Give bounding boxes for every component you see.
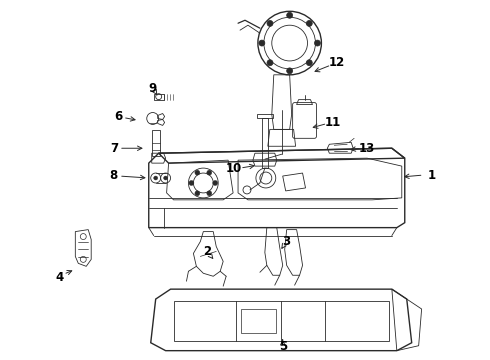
- Circle shape: [315, 40, 320, 46]
- Circle shape: [287, 68, 293, 74]
- Circle shape: [306, 21, 312, 26]
- Circle shape: [154, 176, 158, 180]
- Circle shape: [207, 170, 212, 175]
- Text: 4: 4: [55, 271, 64, 284]
- Text: 10: 10: [226, 162, 242, 175]
- Text: 9: 9: [148, 82, 157, 95]
- Text: 3: 3: [283, 235, 291, 248]
- Text: 13: 13: [359, 142, 375, 155]
- Circle shape: [213, 180, 218, 185]
- Circle shape: [207, 191, 212, 196]
- Circle shape: [267, 21, 273, 26]
- Text: 5: 5: [279, 340, 287, 353]
- Text: 12: 12: [329, 57, 345, 69]
- Text: 7: 7: [110, 142, 118, 155]
- Circle shape: [267, 60, 273, 66]
- Text: 8: 8: [109, 168, 117, 181]
- Text: 1: 1: [427, 168, 436, 181]
- Circle shape: [306, 60, 312, 66]
- Circle shape: [195, 191, 200, 196]
- Circle shape: [189, 180, 194, 185]
- Text: 6: 6: [114, 110, 122, 123]
- Text: 2: 2: [203, 245, 211, 258]
- Circle shape: [287, 12, 293, 18]
- Text: 11: 11: [324, 116, 341, 129]
- Circle shape: [259, 40, 265, 46]
- Circle shape: [195, 170, 200, 175]
- Circle shape: [164, 176, 168, 180]
